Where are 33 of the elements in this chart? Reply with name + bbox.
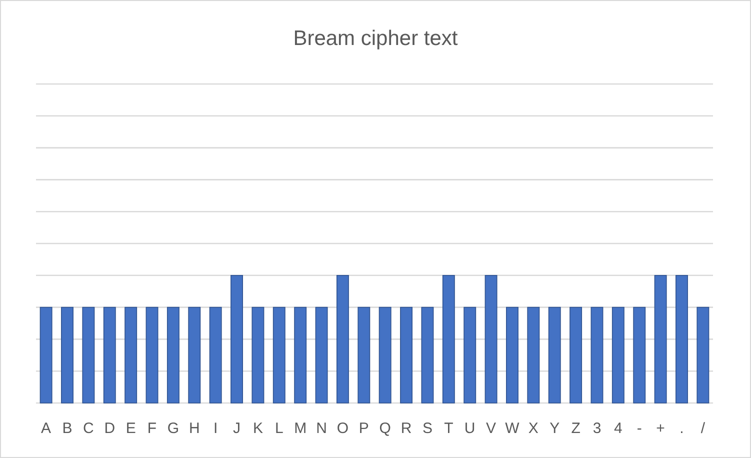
x-tick-label: J [233, 420, 241, 437]
x-tick-label: X [528, 420, 538, 437]
x-tick-label: C [83, 420, 94, 437]
x-tick-label: / [700, 420, 706, 437]
x-tick-label: N [316, 420, 327, 437]
x-tick-label: T [444, 420, 454, 437]
x-tick-label: H [188, 420, 200, 437]
x-tick-label: A [41, 420, 52, 437]
x-tick-label: . [680, 420, 684, 437]
x-tick-label: + [656, 420, 666, 437]
x-tick-label: Q [379, 420, 391, 437]
x-tick-label: U [464, 420, 476, 437]
x-tick-label: M [294, 420, 307, 437]
x-tick-label: 4 [614, 420, 622, 437]
x-tick-label: O [336, 420, 349, 437]
x-tick-label: S [422, 420, 432, 437]
x-tick-label: E [126, 420, 136, 437]
x-tick-label: I [213, 420, 218, 437]
x-tick-label: Y [550, 420, 560, 437]
x-tick-label: Z [571, 420, 580, 437]
chart-title: Bream cipher text [293, 27, 458, 50]
x-tick-label: B [62, 420, 72, 437]
x-tick-label: L [274, 420, 284, 437]
x-tick-label: D [104, 420, 116, 437]
x-tick-label: P [358, 420, 369, 437]
x-tick-label: 3 [592, 420, 602, 437]
x-tick-label: G [167, 420, 180, 437]
x-tick-label: K [252, 420, 263, 437]
x-tick-label: F [147, 420, 157, 437]
x-tick-label: R [400, 420, 412, 437]
x-tick-label: W [505, 420, 520, 437]
x-tick-label: - [636, 420, 642, 437]
x-tick-label: V [486, 420, 496, 437]
